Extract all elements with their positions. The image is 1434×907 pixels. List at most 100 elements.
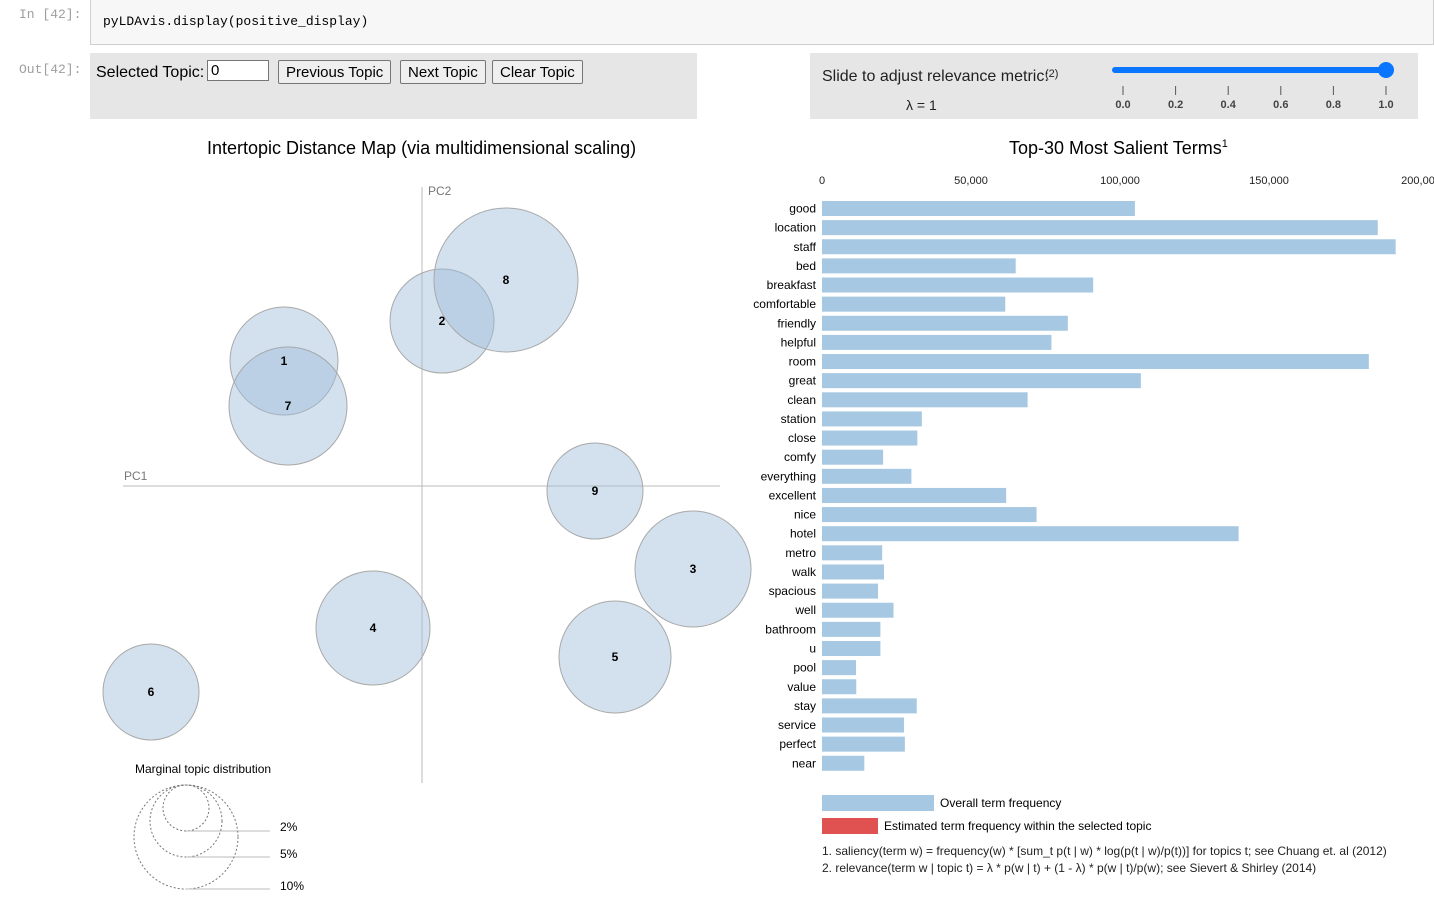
topic-circle-9[interactable] xyxy=(546,442,644,540)
term-label-metro[interactable]: metro xyxy=(785,546,816,560)
term-bar-bed[interactable] xyxy=(822,258,1016,274)
term-label-excellent[interactable]: excellent xyxy=(769,488,817,502)
term-label-near[interactable]: near xyxy=(792,756,816,770)
topic-circle-1[interactable] xyxy=(229,306,339,416)
x-tick-label: 100,000 xyxy=(1100,175,1140,187)
term-label-helpful[interactable]: helpful xyxy=(781,335,816,349)
term-bar-station[interactable] xyxy=(822,411,922,427)
term-label-value[interactable]: value xyxy=(787,680,816,694)
topic-label-4: 4 xyxy=(370,621,377,635)
topic-label-1: 1 xyxy=(281,354,288,368)
intertopic-map-title: Intertopic Distance Map (via multidimens… xyxy=(207,138,637,158)
term-bar-perfect[interactable] xyxy=(822,736,905,752)
next-topic-button[interactable]: Next Topic xyxy=(400,60,486,84)
term-label-good[interactable]: good xyxy=(789,202,816,216)
marginal-size-label: 5% xyxy=(280,847,298,861)
term-label-room[interactable]: room xyxy=(789,355,816,369)
term-label-bathroom[interactable]: bathroom xyxy=(765,622,816,636)
term-bar-walk[interactable] xyxy=(822,564,884,580)
term-bar-value[interactable] xyxy=(822,679,857,695)
term-label-close[interactable]: close xyxy=(788,431,816,445)
previous-topic-button[interactable]: Previous Topic xyxy=(278,60,392,84)
lambda-tick-label: 0.0 xyxy=(1115,99,1130,111)
term-label-bed[interactable]: bed xyxy=(796,259,816,273)
topic-circle-2[interactable] xyxy=(389,268,495,374)
term-bar-near[interactable] xyxy=(822,755,865,771)
term-label-everything[interactable]: everything xyxy=(761,469,816,483)
topic-circle-7[interactable] xyxy=(228,346,348,466)
term-label-walk[interactable]: walk xyxy=(791,565,817,579)
term-label-station[interactable]: station xyxy=(781,412,816,426)
topic-label-3: 3 xyxy=(690,562,697,576)
term-bar-well[interactable] xyxy=(822,602,894,618)
topic-circle-3[interactable] xyxy=(634,510,752,628)
selected-topic-input[interactable] xyxy=(207,60,269,81)
term-bar-room[interactable] xyxy=(822,354,1369,370)
salient-terms-title: Top-30 Most Salient Terms1 xyxy=(1009,138,1228,159)
term-bar-pool[interactable] xyxy=(822,660,856,676)
pc2-label: PC2 xyxy=(428,184,452,198)
term-label-comfy[interactable]: comfy xyxy=(784,450,816,464)
lambda-slider-handle[interactable] xyxy=(1378,62,1394,78)
term-bar-bathroom[interactable] xyxy=(822,621,881,637)
term-label-spacious[interactable]: spacious xyxy=(769,584,816,598)
term-bar-staff[interactable] xyxy=(822,239,1396,255)
marginal-size-label: 2% xyxy=(280,820,298,834)
x-tick-label: 50,000 xyxy=(954,175,988,187)
term-label-clean[interactable]: clean xyxy=(787,393,816,407)
term-bar-comfortable[interactable] xyxy=(822,296,1006,312)
topic-circle-6[interactable] xyxy=(102,643,200,741)
topic-circle-8[interactable] xyxy=(433,207,579,353)
term-bar-stay[interactable] xyxy=(822,698,917,714)
topic-circle-4[interactable] xyxy=(315,570,431,686)
relevance-slider-panel: Slide to adjust relevance metric: (2) λ … xyxy=(810,53,1418,119)
term-bar-clean[interactable] xyxy=(822,392,1028,408)
term-bar-location[interactable] xyxy=(822,220,1378,236)
term-label-hotel[interactable]: hotel xyxy=(790,527,816,541)
salient-terms-title-text: Top-30 Most Salient Terms xyxy=(1009,138,1222,158)
marginal-distribution-title: Marginal topic distribution xyxy=(135,762,271,776)
term-bar-friendly[interactable] xyxy=(822,315,1068,331)
term-label-service[interactable]: service xyxy=(778,718,816,732)
term-label-location[interactable]: location xyxy=(775,221,816,235)
term-label-comfortable[interactable]: comfortable xyxy=(753,297,816,311)
code-cell[interactable]: pyLDAvis.display(positive_display) xyxy=(90,0,1434,45)
selected-topic-label: Selected Topic: xyxy=(96,64,205,81)
term-bar-excellent[interactable] xyxy=(822,487,1007,503)
term-bar-hotel[interactable] xyxy=(822,526,1239,542)
term-label-pool[interactable]: pool xyxy=(793,661,816,675)
term-label-well[interactable]: well xyxy=(794,603,816,617)
lambda-tick-label: 1.0 xyxy=(1378,99,1393,111)
term-bar-everything[interactable] xyxy=(822,468,912,484)
x-tick-label: 0 xyxy=(819,175,825,187)
term-bar-great[interactable] xyxy=(822,373,1141,389)
relevance-slider-note: (2) xyxy=(1045,68,1059,80)
topic-selection-panel: Selected Topic: Previous Topic Next Topi… xyxy=(90,53,697,119)
term-label-breakfast[interactable]: breakfast xyxy=(767,278,817,292)
term-label-u[interactable]: u xyxy=(809,641,816,655)
term-label-friendly[interactable]: friendly xyxy=(777,316,816,330)
marginal-size-circle xyxy=(162,784,210,832)
topic-circle-5[interactable] xyxy=(558,600,672,714)
term-bar-metro[interactable] xyxy=(822,545,883,561)
term-label-great[interactable]: great xyxy=(789,374,817,388)
lambda-tick-label: 0.2 xyxy=(1168,99,1183,111)
term-bar-good[interactable] xyxy=(822,201,1135,216)
clear-topic-button[interactable]: Clear Topic xyxy=(492,60,583,84)
term-label-perfect[interactable]: perfect xyxy=(779,737,816,751)
term-label-staff[interactable]: staff xyxy=(794,240,817,254)
code-text[interactable]: pyLDAvis.display(positive_display) xyxy=(103,14,369,29)
term-bar-service[interactable] xyxy=(822,717,904,733)
term-bar-spacious[interactable] xyxy=(822,583,879,599)
term-bar-helpful[interactable] xyxy=(822,334,1052,350)
term-bar-u[interactable] xyxy=(822,640,881,656)
term-label-stay[interactable]: stay xyxy=(794,699,816,713)
term-bar-close[interactable] xyxy=(822,430,918,446)
lambda-tick-label: 0.8 xyxy=(1326,99,1341,111)
term-bar-breakfast[interactable] xyxy=(822,277,1094,293)
term-bar-nice[interactable] xyxy=(822,507,1037,523)
term-bar-comfy[interactable] xyxy=(822,449,884,465)
term-label-nice[interactable]: nice xyxy=(794,508,816,522)
marginal-size-circle xyxy=(149,784,223,858)
